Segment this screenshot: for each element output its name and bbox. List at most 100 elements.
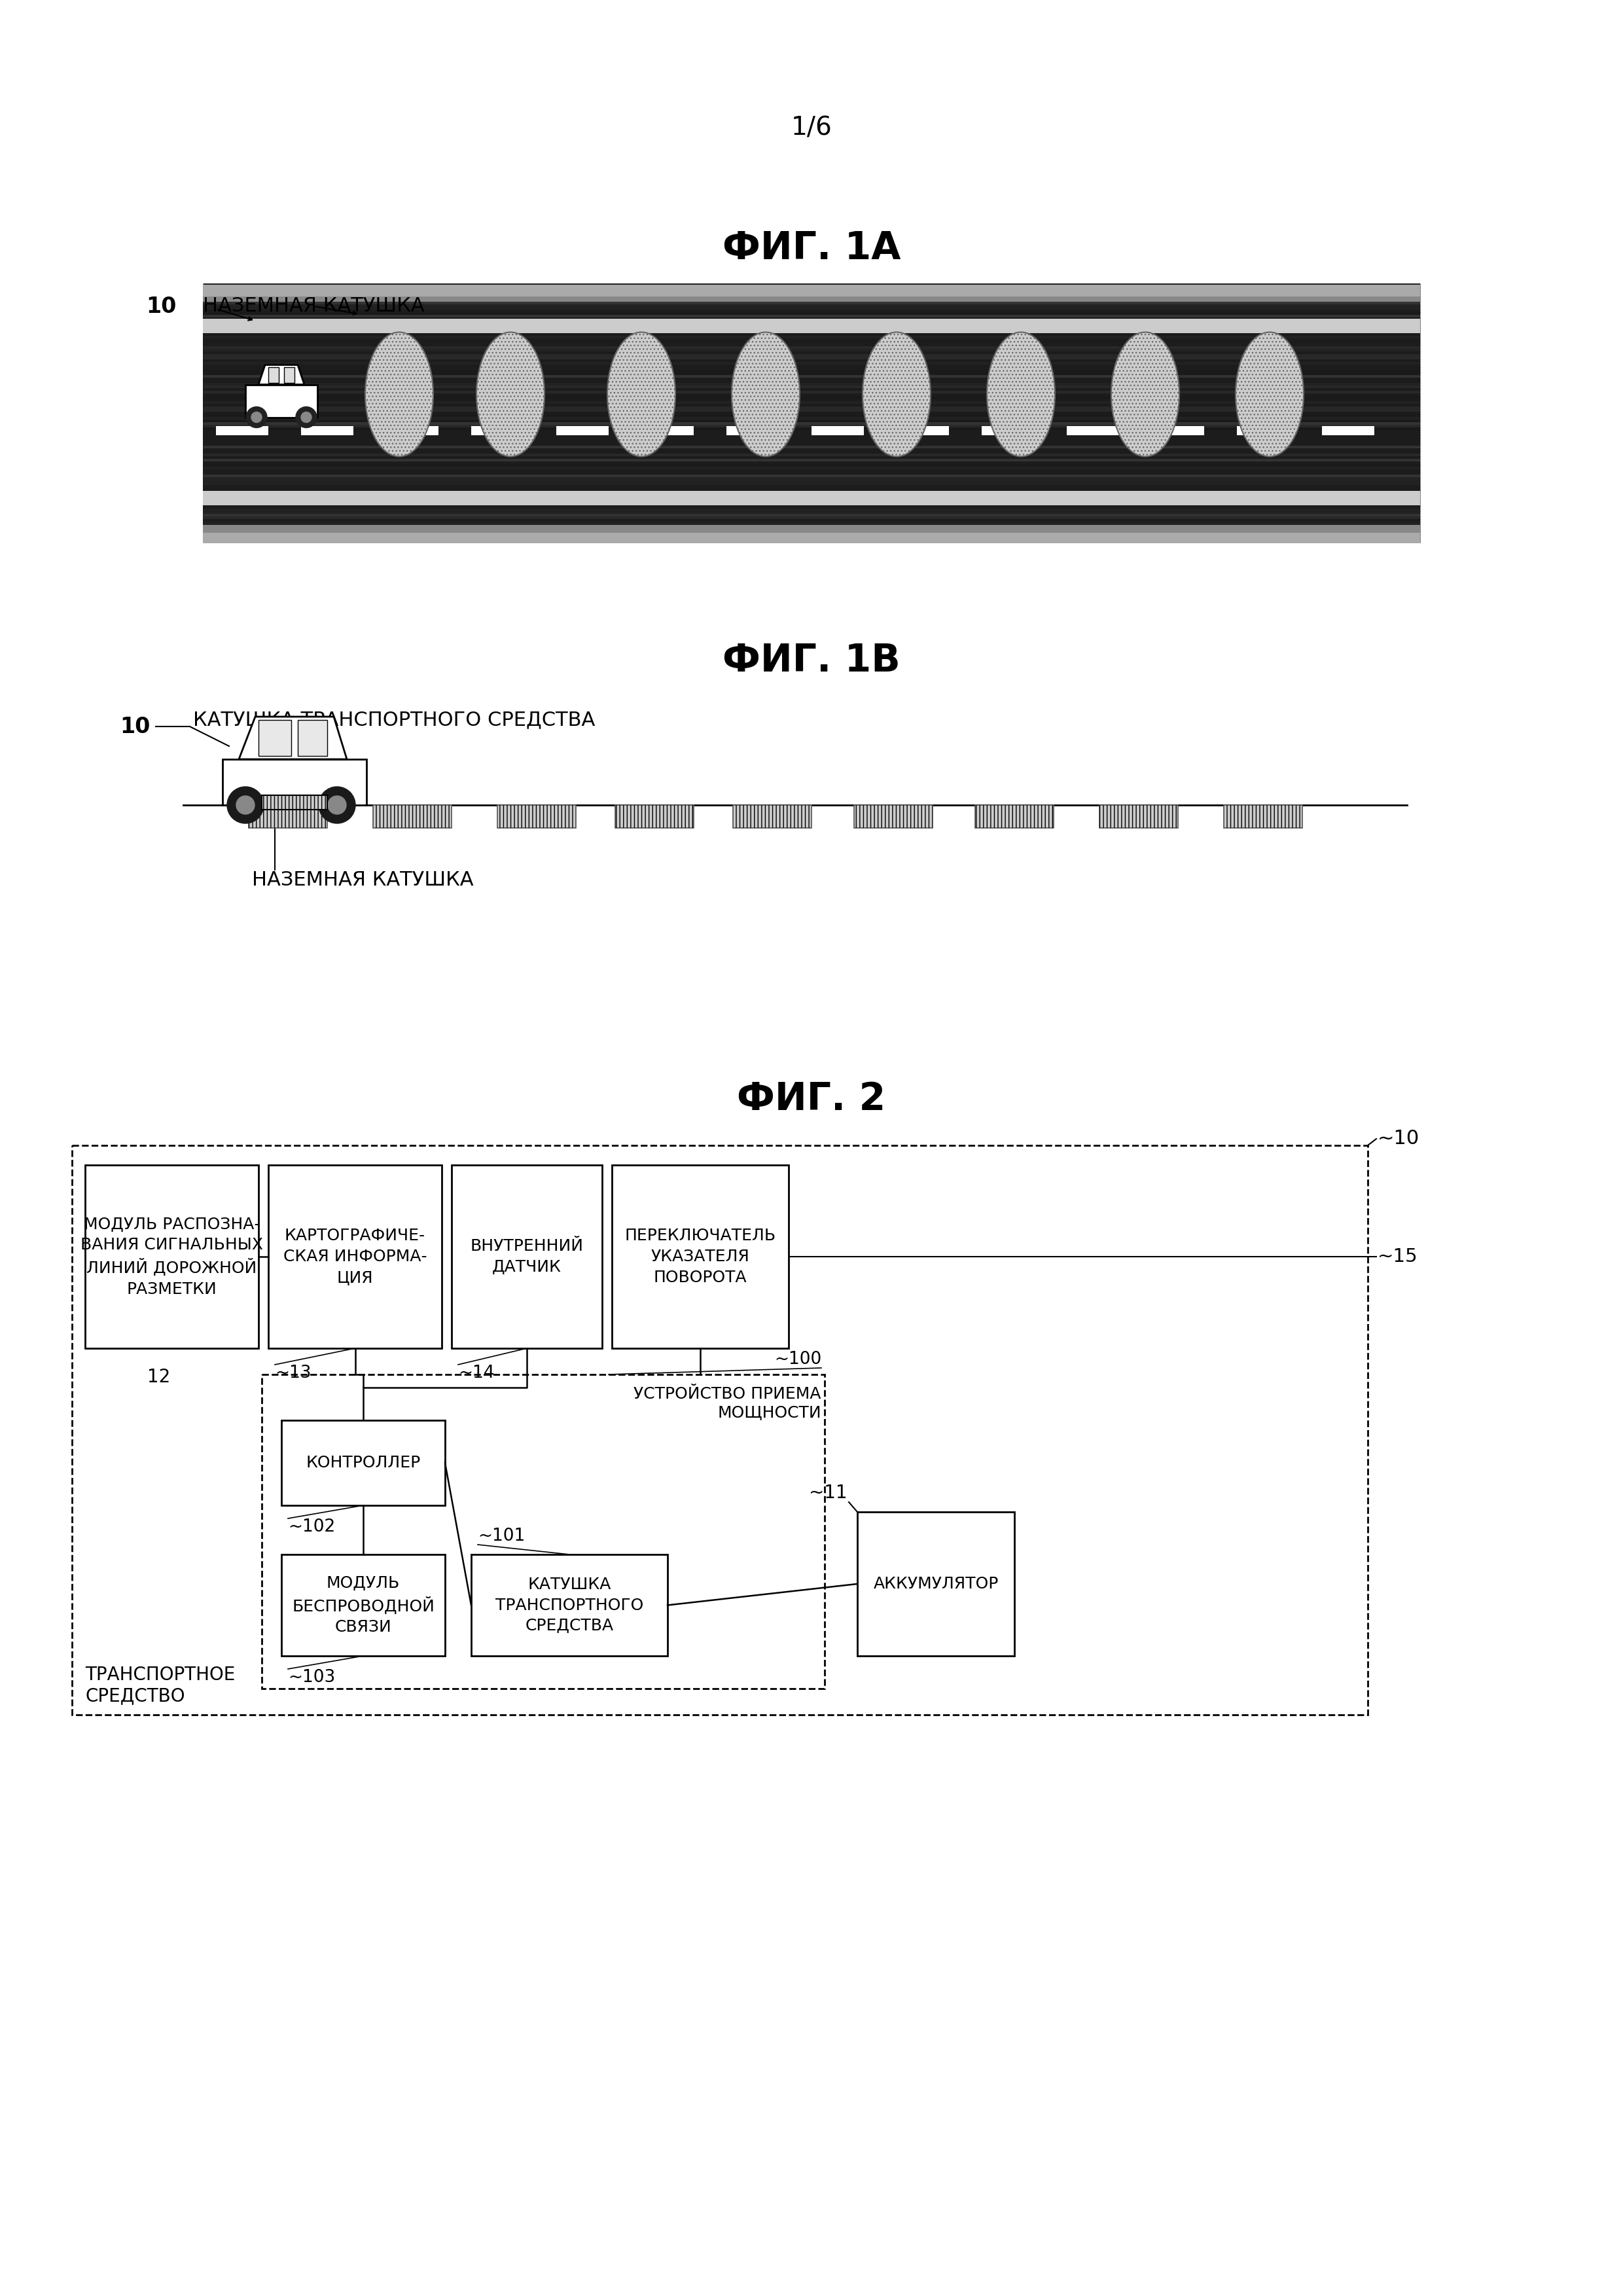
Circle shape (328, 797, 346, 815)
Ellipse shape (1112, 333, 1180, 457)
Bar (734, 806, 812, 829)
Text: ~101: ~101 (477, 1527, 524, 1545)
Bar (975, 806, 1053, 829)
Bar (284, 367, 294, 383)
Bar (203, 296, 1420, 301)
Bar (281, 1421, 445, 1506)
Circle shape (237, 797, 255, 815)
Text: ~102: ~102 (287, 1518, 336, 1536)
Bar (1066, 425, 1120, 434)
Text: КАТУШКА
ТРАНСПОРТНОГО
СРЕДСТВА: КАТУШКА ТРАНСПОРТНОГО СРЕДСТВА (495, 1577, 643, 1635)
Bar (203, 491, 1420, 505)
Ellipse shape (477, 333, 544, 457)
Bar (471, 1554, 667, 1655)
Polygon shape (239, 716, 347, 760)
Bar (71, 1146, 1368, 1715)
Text: ~14: ~14 (458, 1364, 495, 1382)
Bar (854, 806, 933, 829)
Text: МОДУЛЬ РАСПОЗНА-
ВАНИЯ СИГНАЛЬНЫХ
ЛИНИЙ ДОРОЖНОЙ
РАЗМЕТКИ: МОДУЛЬ РАСПОЗНА- ВАНИЯ СИГНАЛЬНЫХ ЛИНИЙ … (81, 1217, 263, 1297)
Circle shape (318, 788, 355, 824)
Bar (248, 806, 328, 829)
Bar (1152, 425, 1204, 434)
Text: ~100: ~100 (774, 1350, 821, 1368)
Bar (203, 533, 1420, 544)
Text: ТРАНСПОРТНОЕ
СРЕДСТВО: ТРАНСПОРТНОЕ СРЕДСТВО (84, 1665, 235, 1706)
Bar (612, 1164, 789, 1348)
Circle shape (295, 406, 316, 427)
Text: КОНТРОЛЛЕР: КОНТРОЛЛЕР (305, 1456, 420, 1472)
Bar (203, 285, 1420, 544)
Bar (857, 1511, 1014, 1655)
Bar (1237, 425, 1289, 434)
Text: ВНУТРЕННИЙ
ДАТЧИК: ВНУТРЕННИЙ ДАТЧИК (471, 1238, 583, 1274)
Bar (386, 425, 438, 434)
Text: ~15: ~15 (1378, 1247, 1419, 1265)
Bar (261, 794, 328, 810)
Polygon shape (245, 383, 318, 418)
Bar (261, 794, 328, 810)
Text: КАТУШКА ТРАНСПОРТНОГО СРЕДСТВА: КАТУШКА ТРАНСПОРТНОГО СРЕДСТВА (193, 709, 596, 730)
Circle shape (247, 406, 268, 427)
Bar (281, 1554, 445, 1655)
Ellipse shape (607, 333, 675, 457)
Bar (373, 806, 451, 829)
Ellipse shape (365, 333, 433, 457)
Bar (203, 285, 1420, 296)
Ellipse shape (1235, 333, 1303, 457)
Text: 10: 10 (146, 296, 177, 317)
Text: ФИГ. 1В: ФИГ. 1В (722, 643, 901, 680)
Text: ~11: ~11 (810, 1483, 847, 1502)
Ellipse shape (862, 333, 930, 457)
Bar (373, 806, 451, 829)
Bar (268, 367, 279, 383)
Text: 1/6: 1/6 (790, 115, 833, 140)
Bar (248, 806, 328, 829)
Bar (258, 721, 291, 755)
Bar (734, 806, 812, 829)
Bar (203, 319, 1420, 333)
Bar (1099, 806, 1178, 829)
Bar (451, 1164, 602, 1348)
Bar (557, 425, 609, 434)
Circle shape (227, 788, 263, 824)
Bar (641, 425, 693, 434)
Text: ~13: ~13 (274, 1364, 312, 1382)
Circle shape (252, 411, 261, 422)
Text: ~103: ~103 (287, 1669, 336, 1685)
Bar (216, 425, 268, 434)
Ellipse shape (987, 333, 1055, 457)
Bar (1323, 425, 1375, 434)
Text: НАЗЕМНАЯ КАТУШКА: НАЗЕМНАЯ КАТУШКА (203, 296, 425, 317)
Bar (300, 425, 354, 434)
Text: НАЗЕМНАЯ КАТУШКА: НАЗЕМНАЯ КАТУШКА (252, 870, 474, 889)
Text: УСТРОЙСТВО ПРИЕМА
МОЩНОСТИ: УСТРОЙСТВО ПРИЕМА МОЩНОСТИ (635, 1387, 821, 1421)
Text: 12: 12 (148, 1368, 170, 1387)
Polygon shape (258, 365, 305, 383)
Bar (203, 526, 1420, 533)
Text: МОДУЛЬ
БЕСПРОВОДНОЙ
СВЯЗИ: МОДУЛЬ БЕСПРОВОДНОЙ СВЯЗИ (292, 1575, 435, 1635)
Bar (727, 425, 779, 434)
Text: КАРТОГРАФИЧЕ-
СКАЯ ИНФОРМА-
ЦИЯ: КАРТОГРАФИЧЕ- СКАЯ ИНФОРМА- ЦИЯ (282, 1228, 427, 1286)
Bar (268, 1164, 441, 1348)
Text: АККУМУЛЯТОР: АККУМУЛЯТОР (873, 1575, 998, 1591)
Bar (615, 806, 693, 829)
Text: ~10: ~10 (1378, 1130, 1420, 1148)
Bar (261, 1375, 824, 1688)
Ellipse shape (732, 333, 800, 457)
Bar (854, 806, 933, 829)
Text: 10: 10 (120, 716, 151, 737)
Circle shape (300, 411, 312, 422)
Bar (497, 806, 576, 829)
Bar (1224, 806, 1302, 829)
Bar (84, 1164, 258, 1348)
Bar (1224, 806, 1302, 829)
Bar (222, 760, 367, 806)
Text: ФИГ. 2: ФИГ. 2 (737, 1081, 886, 1118)
Bar (896, 425, 949, 434)
Bar (812, 425, 863, 434)
Bar (975, 806, 1053, 829)
Bar (471, 425, 524, 434)
Bar (297, 721, 328, 755)
Bar (982, 425, 1034, 434)
Text: ФИГ. 1А: ФИГ. 1А (722, 230, 901, 266)
